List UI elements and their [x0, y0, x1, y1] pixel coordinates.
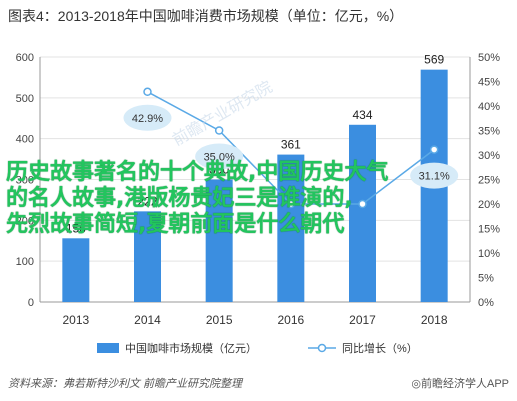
growth-point: [214, 126, 224, 135]
x-tick-label: 2017: [349, 313, 376, 327]
growth-label-bubble: [123, 104, 172, 131]
brand-label: ◎前瞻经济学人APP: [411, 378, 509, 390]
legend-line-marker: [317, 343, 327, 353]
growth-label-bubble: [195, 143, 244, 170]
legend-line-label: 同比增长（%）: [342, 341, 418, 355]
y-right-tick-label: 5%: [478, 273, 494, 285]
source-note: 资料来源：弗若斯特沙利文 前瞻产业研究院整理: [8, 378, 243, 390]
y-right-tick-label: 15%: [478, 224, 500, 236]
bar: [349, 124, 376, 303]
x-tick-label: 2014: [134, 313, 161, 327]
overlay-line: 历史故事著名的十个典故,中国历史大气: [6, 160, 389, 185]
y-left-tick-label: 400: [16, 134, 34, 146]
y-right-tick-label: 40%: [478, 101, 500, 113]
y-left-tick-label: 600: [16, 52, 34, 64]
bar: [62, 238, 90, 302]
y-left-tick-label: 200: [16, 215, 34, 227]
growth-data-label: 31.1%: [419, 171, 450, 183]
bar: [205, 179, 233, 302]
bar-data-label: 569: [424, 53, 444, 67]
y-left-tick-label: 100: [16, 256, 34, 268]
y-right-tick-label: 45%: [478, 77, 500, 89]
y-right-tick-label: 20%: [478, 199, 500, 211]
bar-data-label: 156: [66, 221, 86, 235]
y-right-tick-label: 50%: [478, 52, 500, 64]
growth-point: [286, 199, 296, 209]
bar: [134, 211, 161, 302]
x-tick-label: 2015: [206, 313, 233, 327]
bar-data-label: 361: [281, 138, 301, 152]
x-tick-label: 2013: [62, 313, 89, 327]
legend-bar-swatch: [97, 343, 119, 353]
y-left-tick-label: 0: [28, 297, 34, 309]
y-right-tick-label: 25%: [478, 175, 500, 187]
chart-title: 图表4：2013-2018年中国咖啡消费市场规模（单位：亿元，%）: [8, 8, 404, 24]
growth-label-bubble: [410, 162, 459, 189]
y-left-tick-label: 500: [16, 93, 34, 105]
growth-data-label: 35.0%: [204, 152, 235, 164]
growth-point: [358, 199, 367, 209]
y-right-tick-label: 0%: [478, 297, 494, 309]
spam-overlay-text: 历史故事著名的十个典故,中国历史大气 的名人故事,港版杨贵妃三是谁演的, 先烈故…: [6, 160, 511, 238]
y-right-tick-label: 10%: [478, 248, 500, 260]
growth-point: [429, 145, 439, 154]
x-tick-label: 2016: [277, 313, 304, 327]
legend-bar-label: 中国咖啡市场规模（亿元）: [125, 341, 257, 355]
overlay-line: 的名人故事,港版杨贵妃三是谁演的,: [6, 186, 353, 211]
growth-point: [143, 87, 152, 97]
growth-data-label: 42.9%: [132, 113, 163, 125]
overlay-line: 先烈故事简短,夏朝前面是什么朝代: [6, 212, 345, 237]
x-tick-label: 2018: [421, 313, 448, 327]
y-right-tick-label: 35%: [478, 126, 500, 138]
bar-data-label: 434: [352, 108, 372, 122]
y-right-tick-label: 30%: [478, 150, 500, 162]
bar-data-label: 222: [137, 194, 157, 208]
y-left-tick-label: 300: [16, 175, 34, 187]
bar: [277, 154, 305, 302]
